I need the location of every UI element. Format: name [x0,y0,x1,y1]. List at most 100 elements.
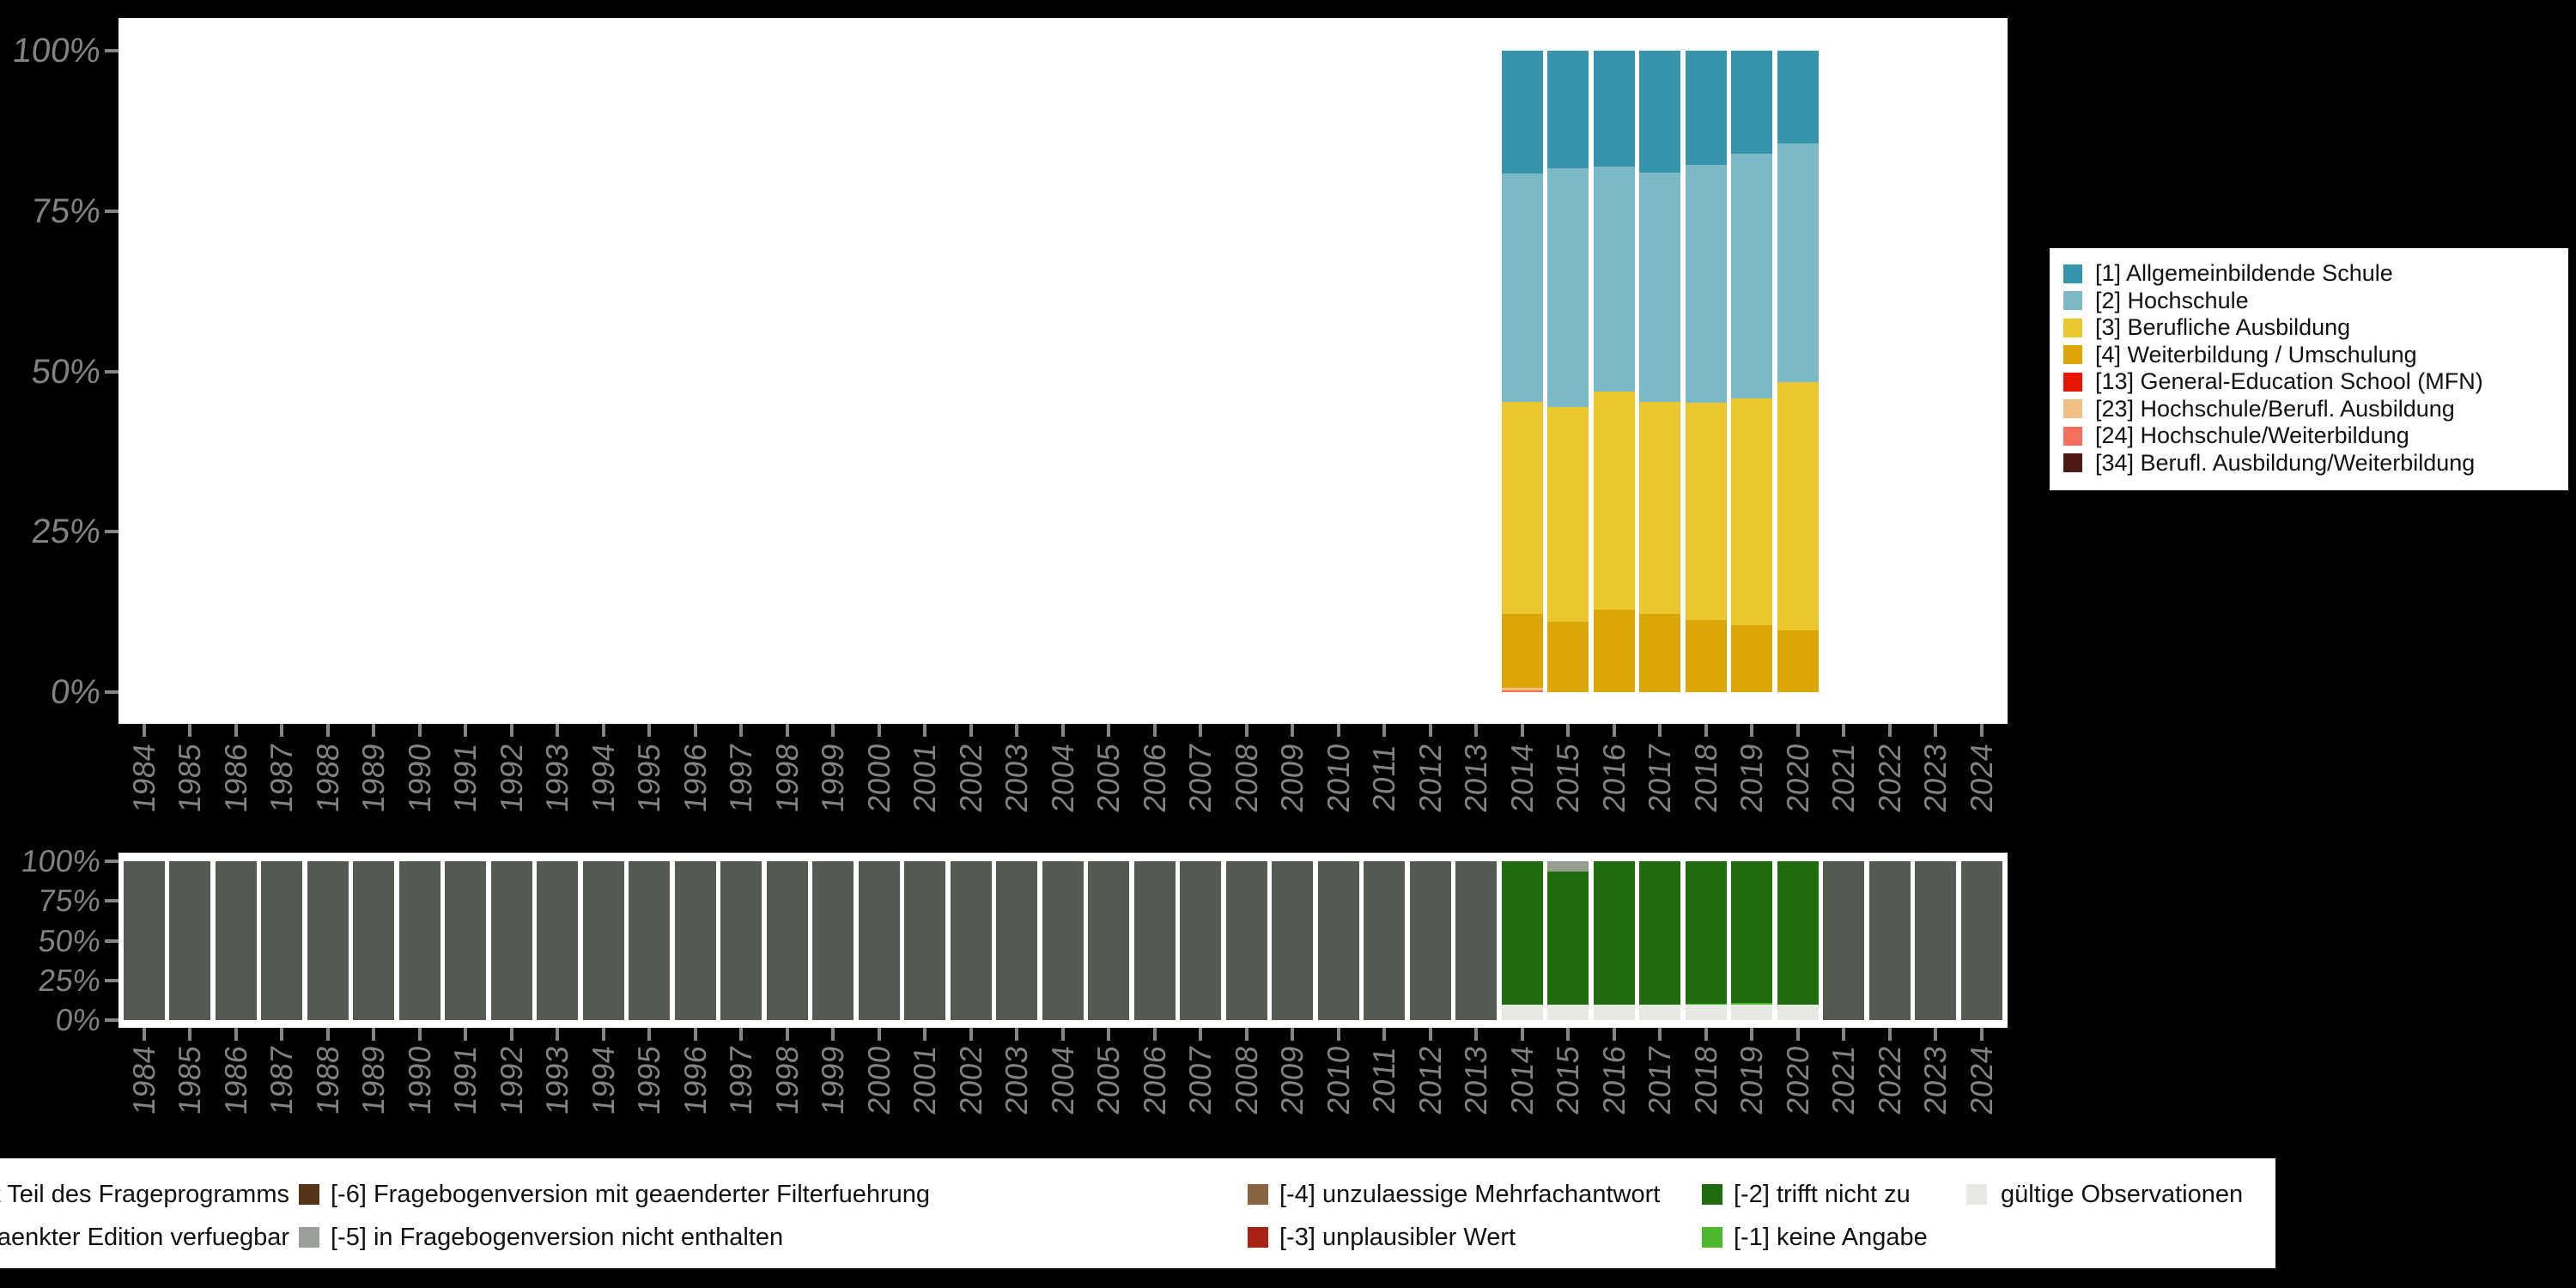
x-axis-year-label: 1990 [401,741,437,815]
bar-segment-1985 [169,861,210,1020]
y-axis-tick-mark [105,899,118,903]
bar-segment-2018 [1685,51,1727,165]
x-axis-tick-mark [1750,724,1753,737]
x-axis-tick-mark [372,724,375,737]
x-axis-year-label: 2003 [999,1043,1034,1117]
x-axis-tick-mark [1336,724,1340,737]
x-axis-tick-mark [509,724,513,737]
x-axis-tick-mark [1015,724,1018,737]
bar-segment-2017 [1639,861,1680,1005]
x-axis-year-label: 2018 [1687,1043,1723,1117]
x-axis-year-label: 2016 [1595,741,1631,815]
x-axis-tick-mark [234,724,238,737]
x-axis-tick-mark [1566,724,1570,737]
x-axis-tick-mark [1658,1028,1662,1041]
bar-segment-2020 [1777,382,1819,631]
bar-segment-2010 [1317,861,1359,1020]
bar-segment-2011 [1364,861,1405,1020]
y-axis-tick-label: 75% [29,191,103,230]
x-axis-year-label: 2005 [1091,1043,1126,1117]
x-axis-year-label: 1992 [493,1043,529,1117]
x-axis-tick-mark [1291,1028,1294,1041]
x-axis-tick-mark [1244,724,1249,737]
x-axis-tick-mark [188,1028,191,1041]
bar-segment-2002 [950,861,992,1020]
x-axis-year-label: 1987 [264,1043,299,1117]
x-axis-tick-mark [1979,724,1984,737]
x-axis-tick-mark [417,724,422,737]
bar-segment-1989 [353,861,394,1020]
x-axis-year-label: 1989 [355,1043,391,1117]
legend-item-label: [24] Hochschule/Weiterbildung [2095,422,2409,448]
bar-segment-2019 [1731,153,1772,398]
x-axis-year-label: 2016 [1595,1043,1631,1117]
legend-item: [4] Weiterbildung / Umschulung [2063,342,2417,368]
bar-segment-1988 [307,861,349,1020]
bar-segment-2014 [1501,690,1543,692]
bar-segment-2018 [1685,1005,1727,1020]
bar-segment-2006 [1133,861,1176,1020]
bar-segment-1997 [720,861,762,1020]
legend-swatch-icon [299,1184,319,1205]
legend-item-label: [-4] unzulaessige Mehrfachantwort [1279,1181,1661,1208]
x-axis-tick-mark [1199,1028,1202,1041]
bar-segment-2018 [1685,403,1727,620]
legend-swatch-icon [2063,264,2082,283]
x-axis-tick-mark [1015,1028,1018,1041]
bar-segment-2019 [1731,1003,1772,1005]
bar-segment-2021 [1823,861,1864,1020]
legend-item: [3] Berufliche Ausbildung [2063,314,2350,341]
x-axis-tick-mark [325,1028,330,1041]
x-axis-tick-mark [1152,724,1157,737]
x-axis-year-label: 2009 [1274,1043,1309,1117]
x-axis-tick-mark [142,1028,146,1041]
x-axis-tick-mark [1474,1028,1478,1041]
x-axis-tick-mark [739,724,743,737]
x-axis-tick-mark [1979,1028,1984,1041]
bar-segment-1994 [582,861,624,1020]
x-axis-year-label: 1988 [309,1043,345,1117]
x-axis-tick-mark [647,1028,651,1041]
bar-segment-1996 [674,861,716,1020]
x-axis-tick-mark [1428,1028,1432,1041]
bar-segment-1987 [261,861,302,1020]
categories-legend: [1] Allgemeinbildende Schule [2] Hochschu… [2050,248,2568,490]
y-axis-tick-mark [105,690,118,694]
bar-segment-2013 [1455,861,1497,1020]
x-axis-year-label: 2020 [1779,1043,1815,1117]
x-axis-tick-mark [1887,1028,1892,1041]
bar-segment-2001 [904,861,945,1020]
x-axis-tick-mark [1566,1028,1570,1041]
legend-item-label: [-1] keine Angabe [1734,1224,1928,1251]
legend-swatch-icon [2063,399,2082,418]
x-axis-tick-mark [831,1028,835,1041]
legend-item: [1] Allgemeinbildende Schule [2063,260,2393,287]
x-axis-year-label: 2003 [999,741,1034,815]
x-axis-year-label: 2014 [1504,1043,1540,1117]
x-axis-year-label: 1999 [815,1043,850,1117]
x-axis-tick-mark [1428,724,1432,737]
x-axis-year-label: 2018 [1687,741,1723,815]
x-axis-year-label: 2007 [1182,1043,1218,1117]
bar-segment-2018 [1685,1003,1727,1005]
x-axis-tick-mark [1382,1028,1386,1041]
x-axis-tick-mark [556,724,559,737]
bar-segment-2019 [1731,861,1772,1004]
legend-item-label: [1] Allgemeinbildende Schule [2095,260,2393,286]
x-axis-year-label: 1988 [309,741,345,815]
x-axis-tick-mark [1612,1028,1616,1041]
x-axis-tick-mark [464,1028,467,1041]
x-axis-tick-mark [1291,724,1294,737]
x-axis-year-label: 1990 [401,1043,437,1117]
x-axis-tick-mark [1887,724,1892,737]
x-axis-year-label: 2014 [1504,741,1540,815]
bar-segment-2000 [858,861,900,1020]
bar-segment-2004 [1042,861,1084,1020]
x-axis-tick-mark [325,724,330,737]
legend-swatch-icon [2063,426,2082,446]
bar-segment-2009 [1272,861,1313,1020]
x-axis-year-label: 2008 [1228,741,1264,815]
y-axis-tick-label: 100% [10,32,103,70]
y-axis-tick-mark [105,978,118,982]
